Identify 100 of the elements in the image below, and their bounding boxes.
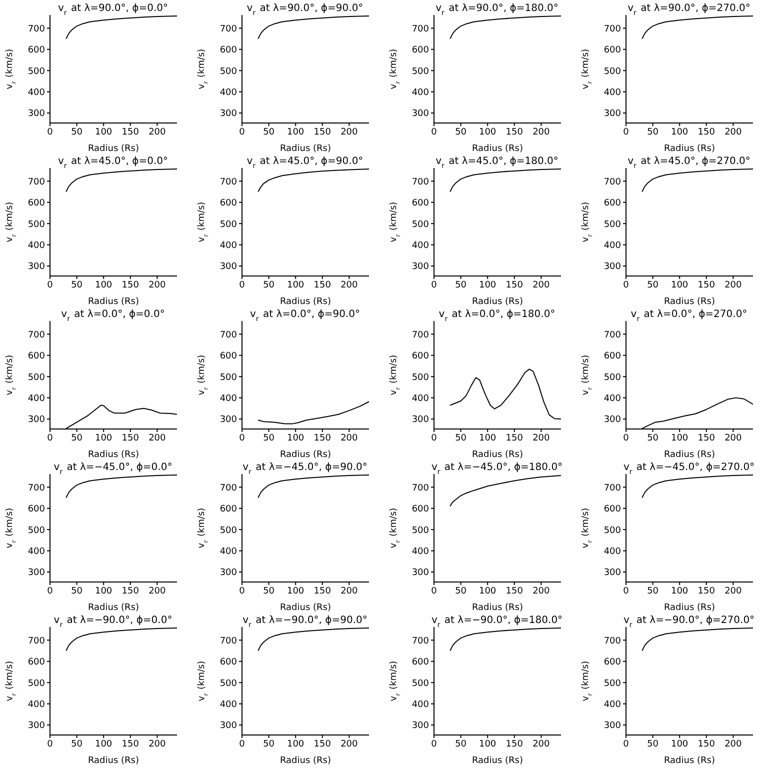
x-tick-label: 150: [506, 586, 524, 596]
x-tick-label: 200: [724, 739, 742, 750]
x-tick-label: 100: [286, 586, 304, 596]
y-tick-label: 600: [412, 658, 430, 668]
y-tick-label: 600: [28, 198, 46, 209]
y-tick-label: 400: [28, 88, 46, 98]
y-tick-label: 700: [412, 636, 430, 646]
x-tick-label: 100: [478, 586, 496, 596]
chart-title: v$_{r}$ at λ=−45.0°, ϕ=90.0°: [242, 462, 368, 476]
line-series: [450, 16, 561, 40]
x-tick-label: 0: [431, 127, 438, 138]
y-tick-label: 600: [604, 658, 622, 668]
y-tick-label: 400: [412, 700, 430, 710]
x-tick-label: 50: [647, 280, 659, 290]
y-tick-label: 700: [28, 330, 46, 340]
y-tick-label: 300: [604, 262, 622, 272]
y-tick-label: 400: [220, 547, 238, 558]
x-tick-label: 200: [532, 739, 550, 750]
x-tick-label: 200: [532, 586, 550, 596]
line-series: [258, 628, 369, 652]
y-tick-label: 500: [604, 372, 622, 383]
y-tick-label: 700: [28, 483, 46, 494]
x-axis-title: Radius (Rs): [664, 756, 716, 766]
y-tick-label: 700: [604, 24, 622, 34]
y-tick-label: 600: [412, 504, 430, 515]
y-tick-label: 600: [412, 352, 430, 362]
y-tick-label: 600: [220, 658, 238, 668]
x-tick-label: 0: [431, 586, 438, 596]
x-tick-label: 200: [340, 586, 358, 596]
chart-title: v$_{r}$ at λ=−45.0°, ϕ=180.0°: [431, 462, 563, 476]
x-tick-label: 200: [532, 127, 550, 138]
y-tick-label: 700: [412, 177, 430, 188]
x-tick-label: 100: [94, 739, 112, 750]
y-tick-label: 400: [28, 241, 46, 252]
chart-title: v$_{r}$ at λ=0.0°, ϕ=180.0°: [438, 309, 556, 323]
x-tick-label: 200: [724, 127, 742, 138]
y-tick-label: 600: [220, 198, 238, 209]
x-tick-label: 0: [431, 280, 438, 290]
x-tick-label: 100: [286, 739, 304, 750]
x-tick-label: 100: [670, 739, 688, 750]
line-series: [642, 474, 753, 498]
line-series: [66, 628, 177, 652]
x-tick-label: 50: [263, 127, 275, 138]
x-tick-label: 150: [122, 280, 140, 290]
chart-title: v$_{r}$ at λ=90.0°, ϕ=270.0°: [628, 3, 750, 17]
y-tick-label: 400: [28, 547, 46, 558]
x-tick-label: 200: [148, 739, 166, 750]
y-tick-label: 500: [220, 678, 238, 689]
y-tick-label: 700: [412, 330, 430, 340]
y-tick-label: 500: [28, 678, 46, 689]
x-tick-label: 200: [340, 127, 358, 138]
x-tick-label: 50: [455, 739, 467, 750]
x-tick-label: 100: [670, 586, 688, 596]
y-tick-label: 400: [28, 700, 46, 710]
x-tick-label: 100: [478, 280, 496, 290]
y-tick-label: 700: [220, 24, 238, 34]
y-tick-label: 400: [412, 547, 430, 558]
x-tick-label: 150: [698, 586, 716, 596]
x-tick-label: 150: [314, 586, 332, 596]
x-axis-title: Radius (Rs): [280, 756, 332, 766]
chart-title: v$_{r}$ at λ=−90.0°, ϕ=180.0°: [431, 615, 563, 629]
y-tick-label: 600: [604, 504, 622, 515]
line-series: [66, 474, 177, 498]
y-tick-label: 700: [220, 330, 238, 340]
line-series: [642, 16, 753, 40]
chart-title: v$_{r}$ at λ=90.0°, ϕ=0.0°: [58, 3, 168, 17]
x-tick-label: 50: [263, 433, 275, 444]
y-tick-label: 400: [412, 394, 430, 404]
x-axis-title: Radius (Rs): [88, 144, 140, 154]
y-tick-label: 700: [220, 636, 238, 646]
y-tick-label: 500: [604, 678, 622, 689]
x-tick-label: 50: [71, 586, 83, 596]
x-tick-label: 150: [698, 127, 716, 138]
y-tick-label: 700: [604, 483, 622, 494]
x-tick-label: 50: [647, 739, 659, 750]
x-axis-title: Radius (Rs): [280, 297, 332, 307]
y-tick-label: 700: [604, 636, 622, 646]
x-axis-title: Radius (Rs): [664, 603, 716, 613]
x-tick-label: 0: [623, 586, 630, 596]
y-tick-label: 400: [604, 241, 622, 252]
y-tick-label: 300: [412, 568, 430, 578]
y-tick-label: 300: [28, 415, 46, 426]
line-series: [258, 474, 369, 498]
chart-title: v$_{r}$ at λ=−45.0°, ϕ=0.0°: [54, 462, 172, 476]
x-tick-label: 0: [47, 433, 54, 444]
line-series: [450, 474, 561, 507]
y-tick-label: 600: [28, 504, 46, 515]
x-tick-label: 100: [94, 127, 112, 138]
y-tick-label: 700: [28, 177, 46, 188]
x-tick-label: 0: [47, 586, 54, 596]
x-axis-title: Radius (Rs): [88, 756, 140, 766]
x-tick-label: 100: [286, 280, 304, 290]
x-tick-label: 100: [670, 280, 688, 290]
x-tick-label: 0: [623, 433, 630, 444]
x-tick-label: 150: [314, 433, 332, 444]
y-tick-label: 300: [220, 262, 238, 272]
line-series: [66, 168, 177, 192]
x-axis-title: Radius (Rs): [280, 144, 332, 154]
y-tick-label: 300: [604, 721, 622, 732]
line-series: [450, 368, 561, 420]
